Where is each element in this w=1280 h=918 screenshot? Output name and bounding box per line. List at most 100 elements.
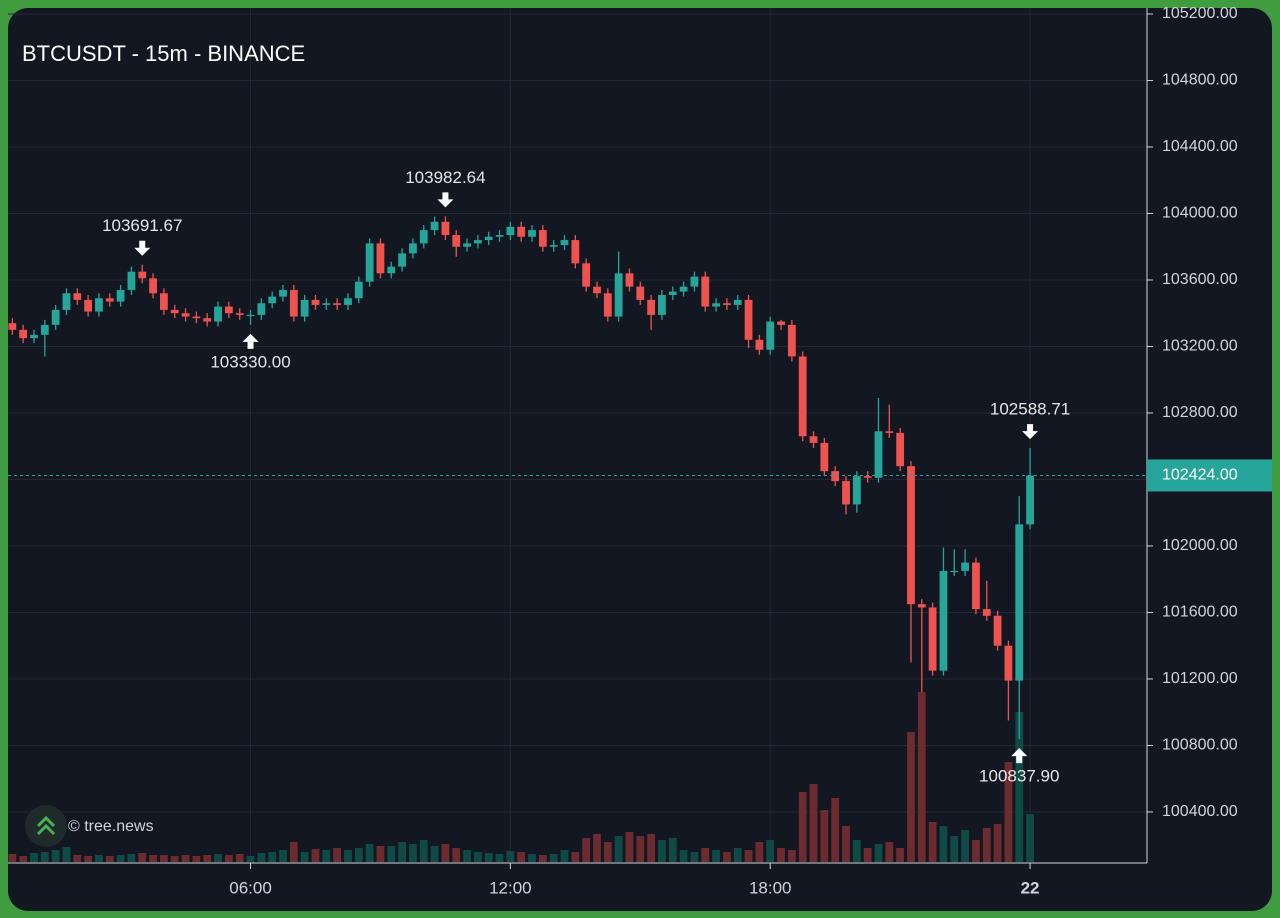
candle-body — [30, 334, 38, 339]
volume-bar — [300, 852, 309, 862]
x-tick-label: 22 — [1021, 878, 1040, 897]
candle-body — [1026, 475, 1034, 525]
y-tick-label: 104800.00 — [1162, 72, 1238, 89]
volume-bar — [647, 834, 656, 862]
axes: 100400.00 100800.00 101200.00 101600.00 1020… — [229, 5, 1237, 897]
volume-bar — [809, 784, 818, 862]
candle-layer — [8, 216, 1034, 740]
candle-body — [311, 299, 320, 305]
last-price-box — [1147, 459, 1272, 492]
candle-body — [571, 240, 580, 264]
low-label: 100837.90 — [979, 767, 1059, 786]
volume-bar — [192, 856, 201, 862]
candle-body — [733, 299, 742, 305]
volume-bar — [1026, 814, 1034, 862]
candle-body — [214, 306, 222, 322]
candle-body — [387, 266, 396, 274]
volume-bar — [473, 852, 482, 862]
volume-bar — [896, 848, 905, 862]
volume-bar — [214, 854, 222, 862]
candle-body — [885, 431, 894, 433]
volume-bar — [712, 850, 720, 862]
volume-bar — [744, 850, 753, 862]
volume-bar — [40, 852, 49, 862]
low-arrow — [1011, 748, 1028, 764]
volume-bar — [95, 855, 103, 862]
chart-background — [8, 8, 1272, 911]
candle-body — [84, 299, 93, 312]
candle-body — [365, 243, 374, 282]
candle-body — [755, 339, 764, 350]
y-tick-label: 101200.00 — [1162, 670, 1238, 687]
volume-bar — [127, 854, 136, 862]
volume-bar — [549, 854, 558, 862]
candle-body — [452, 235, 461, 247]
candle-body — [972, 562, 980, 610]
candle-body — [495, 235, 504, 237]
candle-body — [409, 243, 417, 254]
candle-body — [62, 293, 71, 310]
candle-body — [787, 324, 796, 357]
candle-body — [224, 306, 233, 314]
volume-bar — [181, 855, 190, 862]
candle-body — [105, 298, 114, 302]
candle-body — [376, 243, 385, 274]
candle-body — [441, 221, 450, 236]
volume-bar — [149, 855, 157, 862]
y-tick-label: 101600.00 — [1162, 604, 1238, 621]
candle-body — [993, 615, 1002, 646]
candle-body — [127, 271, 136, 290]
candle-body — [95, 298, 103, 312]
volume-bar — [235, 854, 244, 862]
candle-body — [928, 607, 937, 671]
candle-body — [950, 570, 959, 573]
candle-body — [149, 278, 157, 294]
volume-bar — [842, 826, 850, 862]
volume-bar — [787, 850, 796, 862]
candle-body — [257, 303, 266, 315]
volume-bar — [852, 840, 861, 862]
candle-body — [289, 289, 298, 317]
watermark-icon — [36, 815, 56, 836]
candle-body — [235, 313, 244, 315]
x-tick-label: 12:00 — [489, 878, 532, 897]
y-tick-label: 102800.00 — [1162, 404, 1238, 421]
candle-body — [863, 476, 872, 478]
x-tick-label: 06:00 — [229, 878, 272, 897]
high-label: 103691.67 — [102, 216, 182, 235]
volume-bar — [62, 847, 71, 862]
volume-bar — [517, 852, 526, 862]
volume-bar — [614, 836, 623, 862]
candle-body — [419, 230, 428, 244]
volume-bar — [939, 826, 948, 862]
candle-body — [160, 293, 168, 310]
y-tick-label: 100800.00 — [1162, 737, 1238, 754]
volume-bar — [365, 844, 374, 862]
volume-bar — [538, 855, 547, 862]
candle-body — [766, 321, 775, 350]
volume-bar — [387, 846, 396, 862]
candle-body — [354, 281, 363, 299]
last-price-label: 102424.00 — [1162, 467, 1238, 484]
volume-bar — [571, 852, 580, 862]
candle-body — [668, 291, 677, 295]
volume-bar — [733, 848, 742, 862]
volume-bar — [766, 840, 775, 862]
volume-bar — [376, 846, 385, 862]
watermark-text: © tree.news — [68, 818, 154, 835]
candle-body — [506, 226, 515, 236]
candle-body — [842, 481, 850, 505]
volume-bar — [874, 844, 883, 862]
candle-body — [473, 240, 482, 244]
candle-body — [582, 263, 591, 287]
candle-body — [723, 303, 731, 305]
volume-bar — [160, 855, 168, 862]
chart-title: BTCUSDT - 15m - BINANCE — [22, 41, 305, 66]
candle-body — [712, 303, 720, 307]
candle-body — [690, 276, 699, 287]
volume-bar — [907, 732, 915, 862]
low-label: 103330.00 — [210, 352, 290, 371]
y-tick-label: 104000.00 — [1162, 205, 1238, 222]
candle-body — [484, 236, 493, 241]
candle-body — [744, 299, 753, 340]
